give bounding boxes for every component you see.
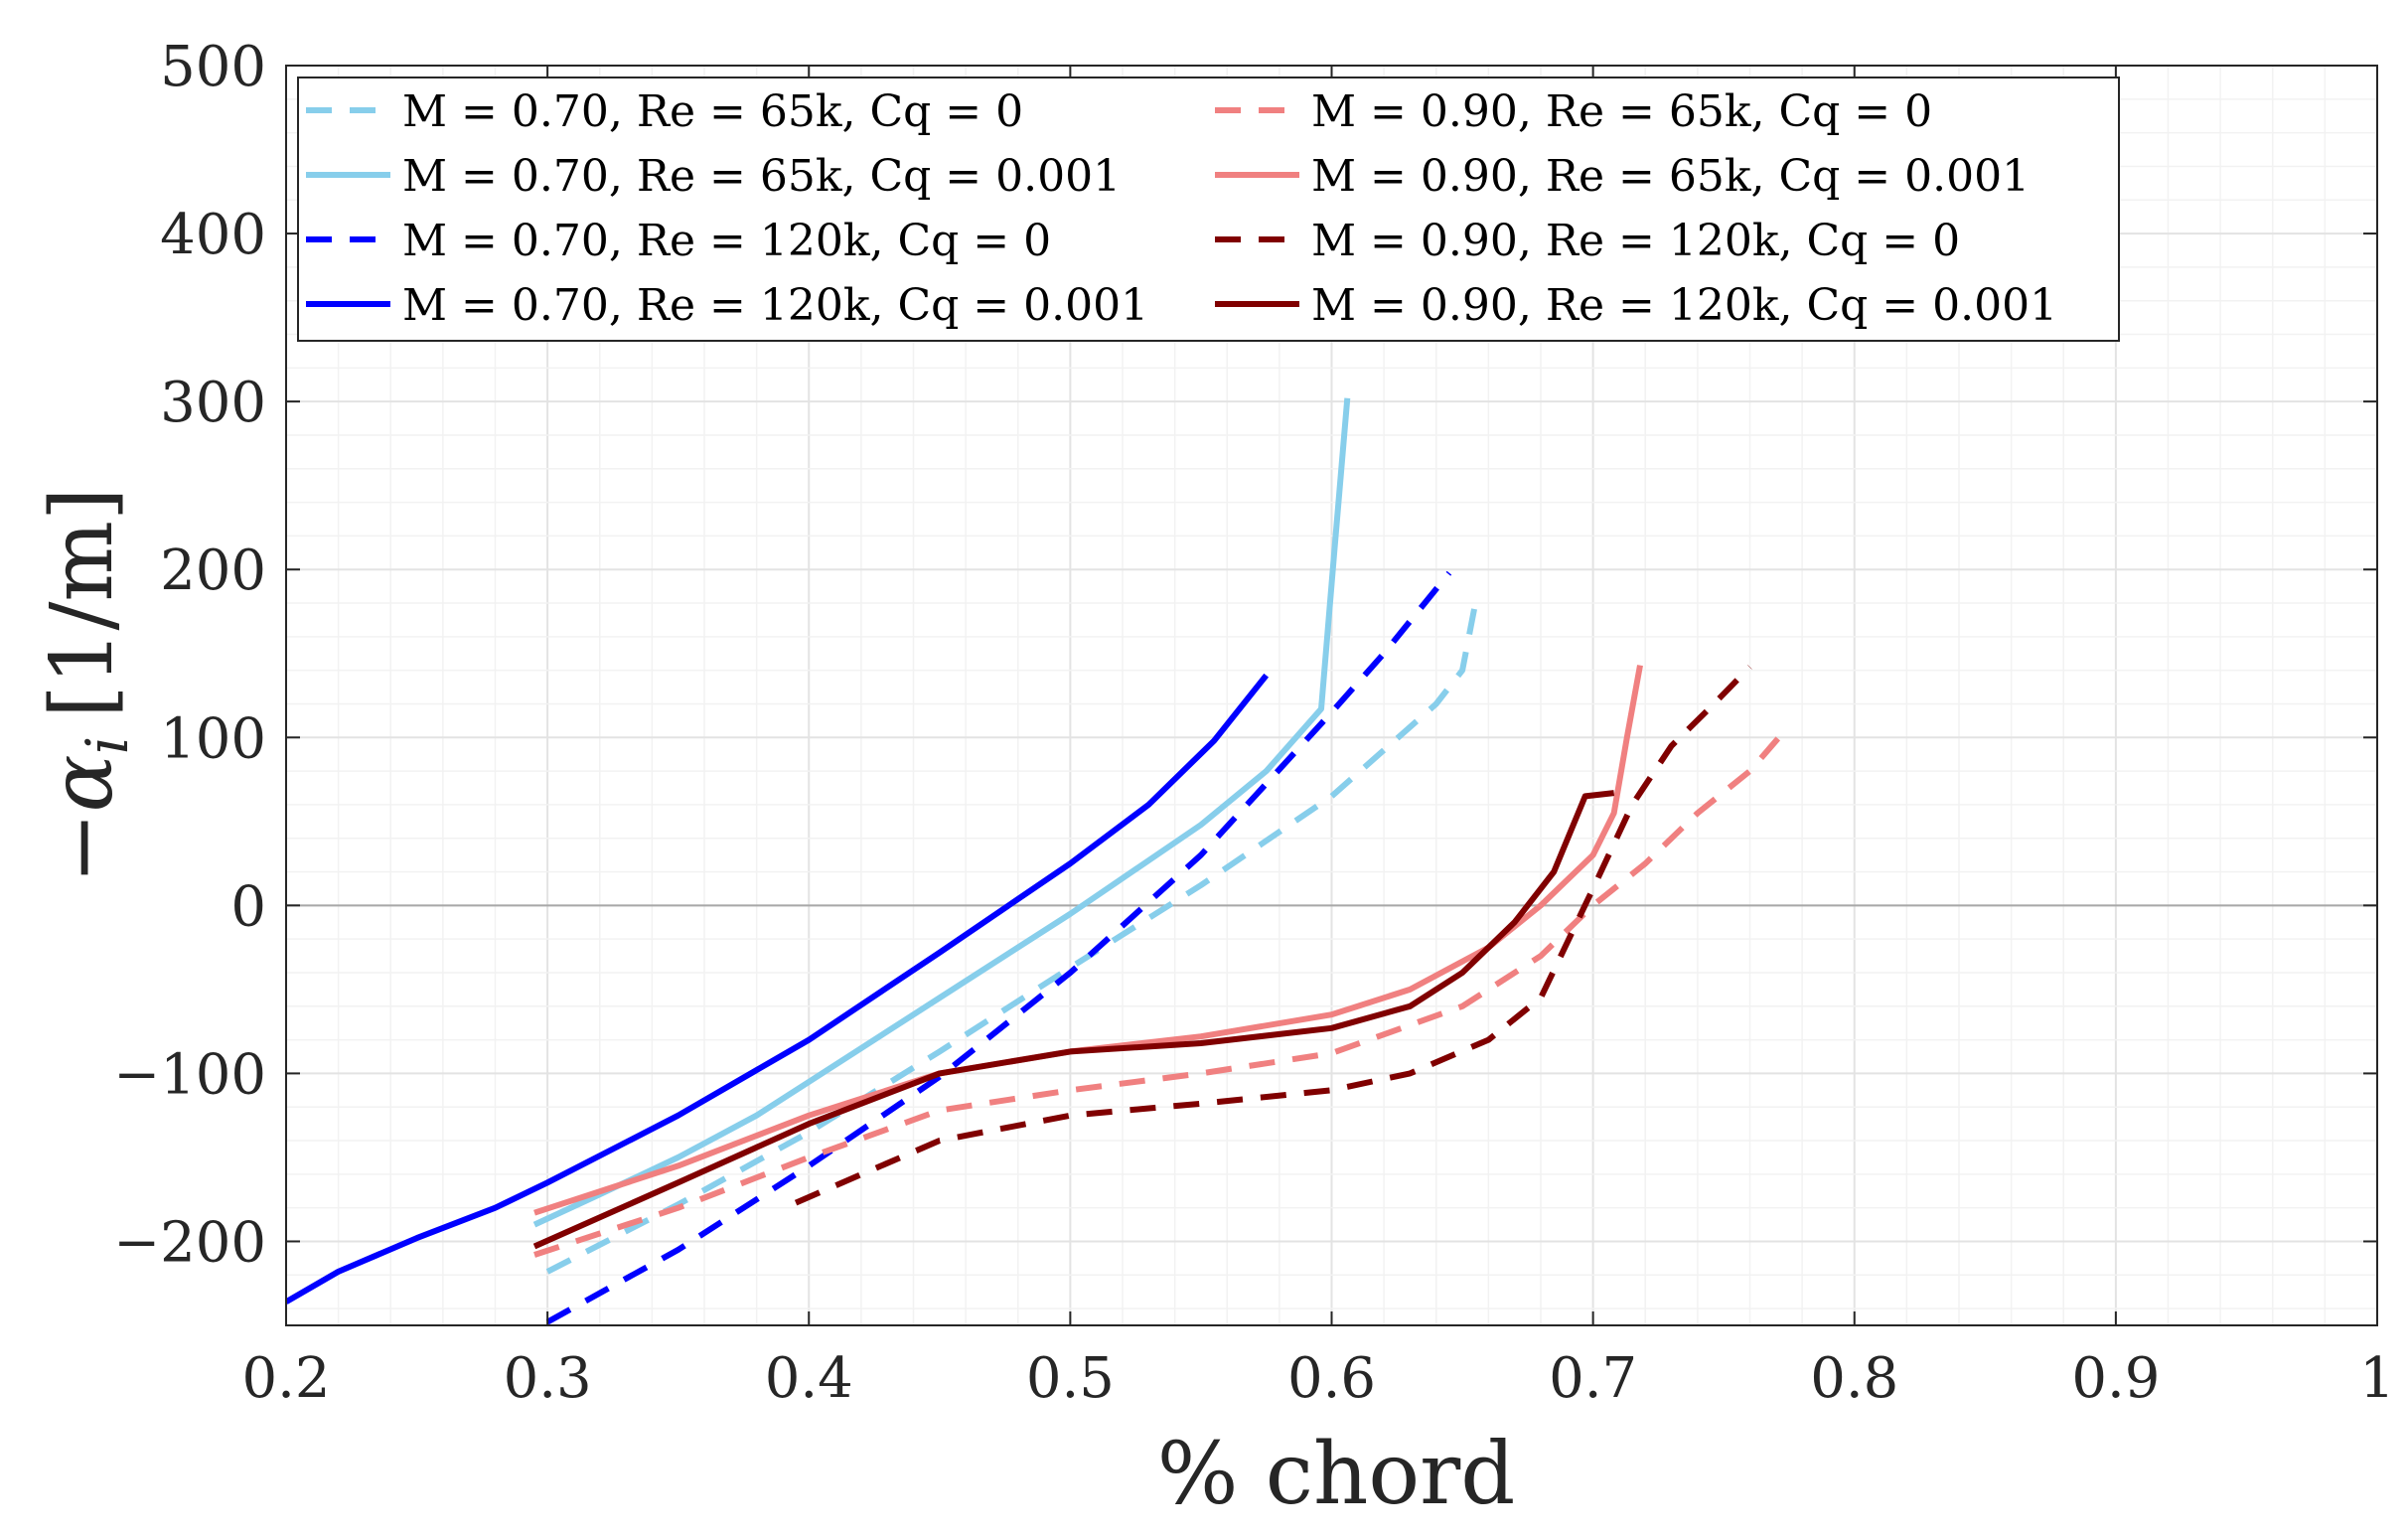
series-line-7 [794,665,1752,1206]
y-axis-title: −αi [1/m] [33,487,141,883]
legend-label-2: M = 0.70, Re = 65k, Cq = 0.001 [402,151,1121,202]
y-axis-unit: [1/m] [33,487,132,717]
x-tick-label: 0.6 [1287,1346,1376,1411]
y-tick-label: −200 [113,1210,266,1275]
legend-label-8: M = 0.90, Re = 120k, Cq = 0.001 [1311,280,2057,331]
x-axis-title: % chord [1157,1425,1516,1524]
y-axis-title-group: −αi [1/m] [33,487,141,883]
x-tick-label: 0.9 [2071,1346,2160,1411]
series-line-1 [545,602,1479,1275]
legend-label-5: M = 0.90, Re = 65k, Cq = 0 [1311,86,1932,137]
y-tick-label: 500 [160,35,266,99]
x-tick-label: 0.5 [1026,1346,1115,1411]
x-tick-label: 0.4 [765,1346,853,1411]
legend-label-6: M = 0.90, Re = 65k, Cq = 0.001 [1311,151,2030,202]
x-tick-label: 0.3 [504,1346,592,1411]
legend-label-4: M = 0.70, Re = 120k, Cq = 0.001 [402,280,1148,331]
legend-box [297,77,2120,342]
y-tick-label: 0 [230,874,266,939]
x-tick-label: 0.2 [241,1346,330,1411]
y-tick-label: 100 [160,706,266,771]
ticks [285,65,2378,1325]
y-axis-subscript: i [74,736,141,755]
legend-label-3: M = 0.70, Re = 120k, Cq = 0 [402,216,1051,266]
x-tick-label: 0.7 [1549,1346,1637,1411]
y-tick-label: 300 [160,371,266,435]
series-line-5 [533,723,1792,1258]
series-line-8 [532,790,1615,1250]
legend-label-7: M = 0.90, Re = 120k, Cq = 0 [1311,216,1960,266]
tick-labels: 0.2 0.3 0.4 0.5 0.6 0.7 0.8 0.9 1 −200 −100 0 100 200… [113,35,2395,1411]
series-line-6 [533,665,1643,1216]
y-axis-symbol: −α [33,754,132,883]
legend: M = 0.70, Re = 65k, Cq = 0 M = 0.70, Re =… [297,77,2120,342]
series-line-2 [532,397,1351,1228]
y-tick-label: 200 [160,538,266,603]
series-line-3 [545,570,1452,1325]
y-tick-label: 400 [160,203,266,267]
x-tick-label: 0.8 [1810,1346,1898,1411]
series-line-4 [286,673,1270,1305]
x-tick-label: 1 [2359,1346,2395,1411]
series-layer [286,397,1792,1325]
y-tick-label: −100 [113,1042,266,1107]
legend-label-1: M = 0.70, Re = 65k, Cq = 0 [402,86,1023,137]
